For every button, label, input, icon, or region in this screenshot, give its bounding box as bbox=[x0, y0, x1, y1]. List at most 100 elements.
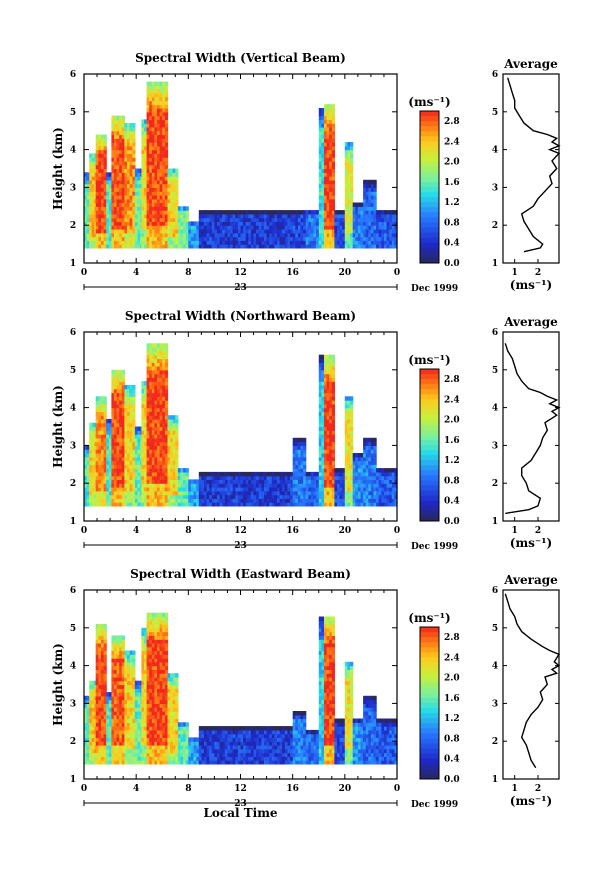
heatmap-cell bbox=[172, 449, 176, 454]
heatmap-cell bbox=[326, 187, 330, 192]
heatmap-cell bbox=[295, 502, 299, 507]
heatmap-cell bbox=[108, 232, 112, 238]
heatmap-cell bbox=[149, 104, 153, 109]
heatmap-cell bbox=[253, 229, 257, 234]
heatmap-cell bbox=[214, 487, 218, 492]
heatmap-cell bbox=[391, 479, 395, 484]
heatmap-cell bbox=[137, 434, 141, 439]
heatmap-cell bbox=[144, 157, 148, 162]
heatmap-cell bbox=[214, 490, 218, 496]
heatmap-cell bbox=[331, 198, 335, 204]
heatmap-cell bbox=[154, 183, 158, 188]
heatmap-cell bbox=[180, 490, 184, 496]
heatmap-cell bbox=[149, 244, 153, 249]
heatmap-cell bbox=[164, 108, 169, 113]
heatmap-cell bbox=[324, 441, 328, 446]
heatmap-cell bbox=[357, 471, 362, 477]
heatmap-cell bbox=[334, 232, 338, 238]
heatmap-cell bbox=[368, 456, 372, 462]
heatmap-cell bbox=[227, 494, 231, 499]
heatmap-cell bbox=[111, 115, 115, 120]
heatmap-cell bbox=[157, 400, 161, 405]
heatmap-cell bbox=[101, 475, 105, 480]
heatmap-cell bbox=[347, 210, 351, 215]
heatmap-cell bbox=[175, 445, 179, 450]
heatmap-cell bbox=[378, 210, 382, 215]
heatmap-cell bbox=[114, 115, 118, 120]
heatmap-cell bbox=[329, 206, 333, 211]
heatmap-cell bbox=[329, 244, 333, 249]
heatmap-cell bbox=[132, 418, 136, 424]
heatmap-cell bbox=[89, 729, 93, 735]
heatmap-cell bbox=[300, 453, 304, 458]
profile-title: Average bbox=[503, 57, 558, 71]
heatmap-cell bbox=[318, 195, 322, 200]
heatmap-cell bbox=[162, 100, 166, 105]
heatmap-cell bbox=[253, 494, 257, 499]
heatmap-cell bbox=[144, 236, 148, 241]
heatmap-cell bbox=[119, 225, 123, 230]
heatmap-cell bbox=[127, 232, 131, 238]
heatmap-cell bbox=[324, 172, 328, 177]
heatmap-cell bbox=[198, 225, 202, 230]
heatmap-cell bbox=[324, 411, 328, 416]
heatmap-cell bbox=[137, 179, 141, 185]
heatmap-cell bbox=[360, 456, 364, 462]
heatmap-cell bbox=[146, 384, 150, 390]
heatmap-cell bbox=[391, 240, 395, 245]
heatmap-cell bbox=[347, 236, 351, 241]
heatmap-cell bbox=[127, 134, 131, 139]
heatmap-cell bbox=[373, 437, 377, 443]
heatmap-cell bbox=[106, 217, 110, 222]
heatmap-cell bbox=[108, 490, 112, 496]
heatmap-cell bbox=[98, 172, 102, 177]
heatmap-cell bbox=[134, 445, 139, 450]
heatmap-cell bbox=[141, 145, 145, 151]
heatmap-cell bbox=[222, 479, 226, 484]
heatmap-cell bbox=[324, 179, 328, 185]
heatmap-cell bbox=[357, 453, 362, 458]
heatmap-cell bbox=[116, 134, 120, 139]
heatmap-cell bbox=[331, 221, 335, 226]
heatmap-cell bbox=[86, 745, 90, 750]
heatmap-cell bbox=[167, 475, 171, 480]
heatmap-cell bbox=[132, 126, 136, 132]
heatmap-cell bbox=[394, 468, 398, 473]
heatmap-cell bbox=[144, 471, 148, 477]
heatmap-cell bbox=[274, 498, 278, 503]
heatmap-cell bbox=[352, 229, 356, 234]
heatmap-cell bbox=[116, 191, 120, 196]
heatmap-cell bbox=[347, 434, 351, 439]
heatmap-cell bbox=[224, 479, 228, 484]
heatmap-cell bbox=[391, 502, 395, 507]
heatmap-cell bbox=[368, 471, 372, 477]
heatmap-cell bbox=[167, 191, 171, 196]
heatmap-cell bbox=[183, 240, 187, 245]
heatmap-cell bbox=[240, 210, 244, 215]
heatmap-cell bbox=[151, 244, 155, 249]
heatmap-cell bbox=[95, 179, 99, 185]
profile-x-tick-label: 1 bbox=[512, 268, 518, 278]
heatmap-cell bbox=[196, 494, 200, 499]
heatmap-cell bbox=[391, 244, 395, 249]
heatmap-cell bbox=[106, 221, 110, 226]
heatmap-cell bbox=[329, 396, 333, 401]
heatmap-cell bbox=[162, 115, 166, 120]
heatmap-cell bbox=[167, 502, 171, 507]
heatmap-cell bbox=[149, 422, 153, 428]
heatmap-cell bbox=[313, 498, 317, 503]
heatmap-cell bbox=[185, 468, 189, 473]
heatmap-cell bbox=[290, 475, 294, 480]
heatmap-cell bbox=[151, 471, 155, 477]
heatmap-cell bbox=[201, 221, 205, 226]
heatmap-cell bbox=[253, 475, 257, 480]
heatmap-cell bbox=[329, 210, 333, 215]
heatmap-cell bbox=[132, 384, 136, 390]
heatmap-cell bbox=[245, 490, 249, 496]
heatmap-cell bbox=[292, 213, 296, 219]
heatmap-cell bbox=[389, 490, 393, 496]
heatmap-cell bbox=[159, 134, 163, 139]
heatmap-cell bbox=[146, 494, 150, 499]
heatmap-cell bbox=[91, 460, 95, 465]
heatmap-cell bbox=[149, 377, 153, 382]
